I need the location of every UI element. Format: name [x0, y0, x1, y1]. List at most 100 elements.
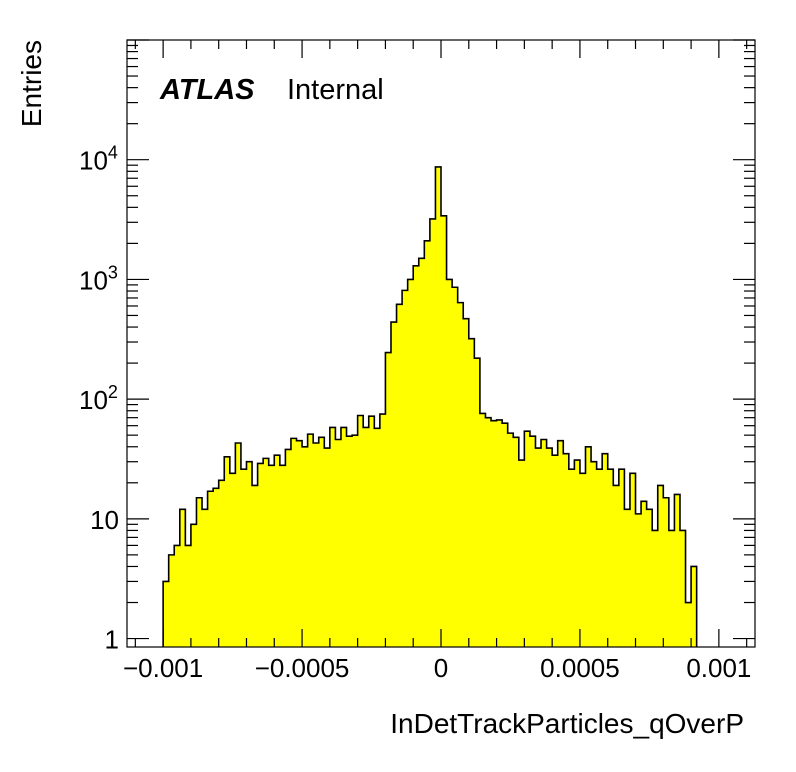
histogram-bar [613, 485, 620, 647]
histogram-bar [674, 494, 681, 647]
histogram-bar [390, 322, 397, 647]
histogram-bar [574, 460, 581, 647]
histogram-bar [363, 427, 370, 647]
histogram-bar [252, 485, 259, 647]
histogram-bar [629, 473, 636, 647]
histogram-bar [374, 428, 381, 647]
histogram-bar [463, 318, 470, 647]
histogram-bar [568, 469, 575, 647]
x-axis-title: InDetTrackParticles_qOverP [390, 708, 744, 739]
histogram-bar [202, 509, 208, 647]
tick-labels: −0.001 −0.0005 0 0.0005 0.001 1 10 102 103 104 [79, 143, 751, 683]
histogram-bar [557, 440, 564, 647]
histogram-bar [424, 240, 431, 648]
histogram-bar [641, 501, 648, 647]
histogram-bars [163, 166, 698, 648]
histogram-bar [196, 497, 203, 647]
histogram-bar [596, 469, 603, 647]
histogram-bar [546, 448, 553, 647]
histogram-bar [263, 458, 270, 647]
histogram-bar [357, 415, 364, 647]
histogram-bar [185, 545, 192, 647]
histogram-bar [296, 440, 303, 647]
histogram-bar [624, 509, 631, 647]
histogram-bar [313, 443, 320, 647]
histogram-bar [507, 433, 514, 647]
histogram-bar [685, 602, 692, 647]
histogram-bar [663, 497, 670, 647]
x-tick-label: 0.001 [686, 653, 751, 683]
histogram-bar [279, 465, 286, 647]
histogram-bar [240, 469, 247, 647]
histogram-bar [435, 166, 442, 647]
histogram-bar [190, 524, 197, 647]
histogram-bar [418, 258, 425, 647]
histogram-bar [591, 461, 598, 647]
histogram-bar [441, 215, 447, 647]
histogram-bar [429, 218, 436, 647]
histogram-bar [385, 352, 392, 647]
histogram-bar [268, 465, 275, 647]
histogram-bar [335, 439, 342, 647]
x-tick-label: −0.001 [123, 653, 203, 683]
x-tick-label: 0.0005 [540, 653, 620, 683]
histogram-bar [541, 439, 547, 647]
histogram-bar [479, 413, 486, 647]
histogram-bar [468, 338, 475, 647]
histogram-bar [635, 513, 642, 647]
histogram-bar [324, 448, 331, 647]
internal-label: Internal [287, 74, 384, 106]
histogram-bar [529, 436, 536, 647]
histogram-bar [579, 473, 586, 647]
histogram-bar [274, 455, 281, 647]
y-tick-label: 104 [79, 143, 118, 176]
histogram-bar [585, 446, 592, 647]
histogram-bar [691, 566, 698, 647]
histogram-bar [302, 446, 309, 647]
histogram-bar [496, 419, 503, 647]
histogram-bar [235, 443, 242, 647]
histogram-bar [207, 491, 214, 647]
histogram-bar [502, 423, 509, 647]
histogram-bar [213, 488, 220, 647]
y-tick-label: 1 [105, 625, 119, 655]
histogram-bar [563, 453, 570, 647]
histogram-bar [535, 448, 542, 647]
histogram-bar [491, 420, 497, 647]
histogram-bar [396, 304, 403, 647]
histogram-bar [457, 302, 464, 647]
histogram-bar [679, 530, 686, 647]
histogram-bar [174, 545, 181, 647]
histogram-bar [602, 453, 609, 647]
histogram-bar [524, 431, 531, 647]
histogram-bar [329, 427, 336, 647]
y-tick-label: 103 [79, 262, 118, 295]
histogram-bar [218, 480, 225, 647]
histogram-bar [179, 509, 186, 647]
histogram-bar [407, 279, 414, 647]
x-tick-label: 0 [434, 653, 448, 683]
histogram-bar [318, 437, 325, 647]
histogram-bar [513, 437, 520, 647]
histogram-bar [413, 265, 420, 647]
histogram-bar [618, 469, 625, 647]
histogram-bar [552, 455, 559, 647]
histogram-bar [163, 581, 170, 647]
histogram-bar [379, 414, 386, 647]
atlas-label: ATLAS [159, 74, 255, 106]
histogram-bar [224, 456, 231, 647]
histogram-bar [285, 449, 292, 647]
histogram-bar [340, 427, 347, 647]
histogram-bar [346, 436, 353, 647]
histogram-bar [474, 358, 481, 647]
histogram-outline [162, 166, 698, 647]
histogram-bar [652, 530, 659, 647]
histogram-bar [402, 290, 409, 647]
histogram-bar [368, 416, 375, 647]
axis-ticks [127, 39, 755, 647]
histogram-bar [452, 287, 459, 647]
histogram-bar [646, 509, 653, 647]
histogram-bar [290, 438, 297, 647]
x-tick-label: −0.0005 [255, 653, 350, 683]
